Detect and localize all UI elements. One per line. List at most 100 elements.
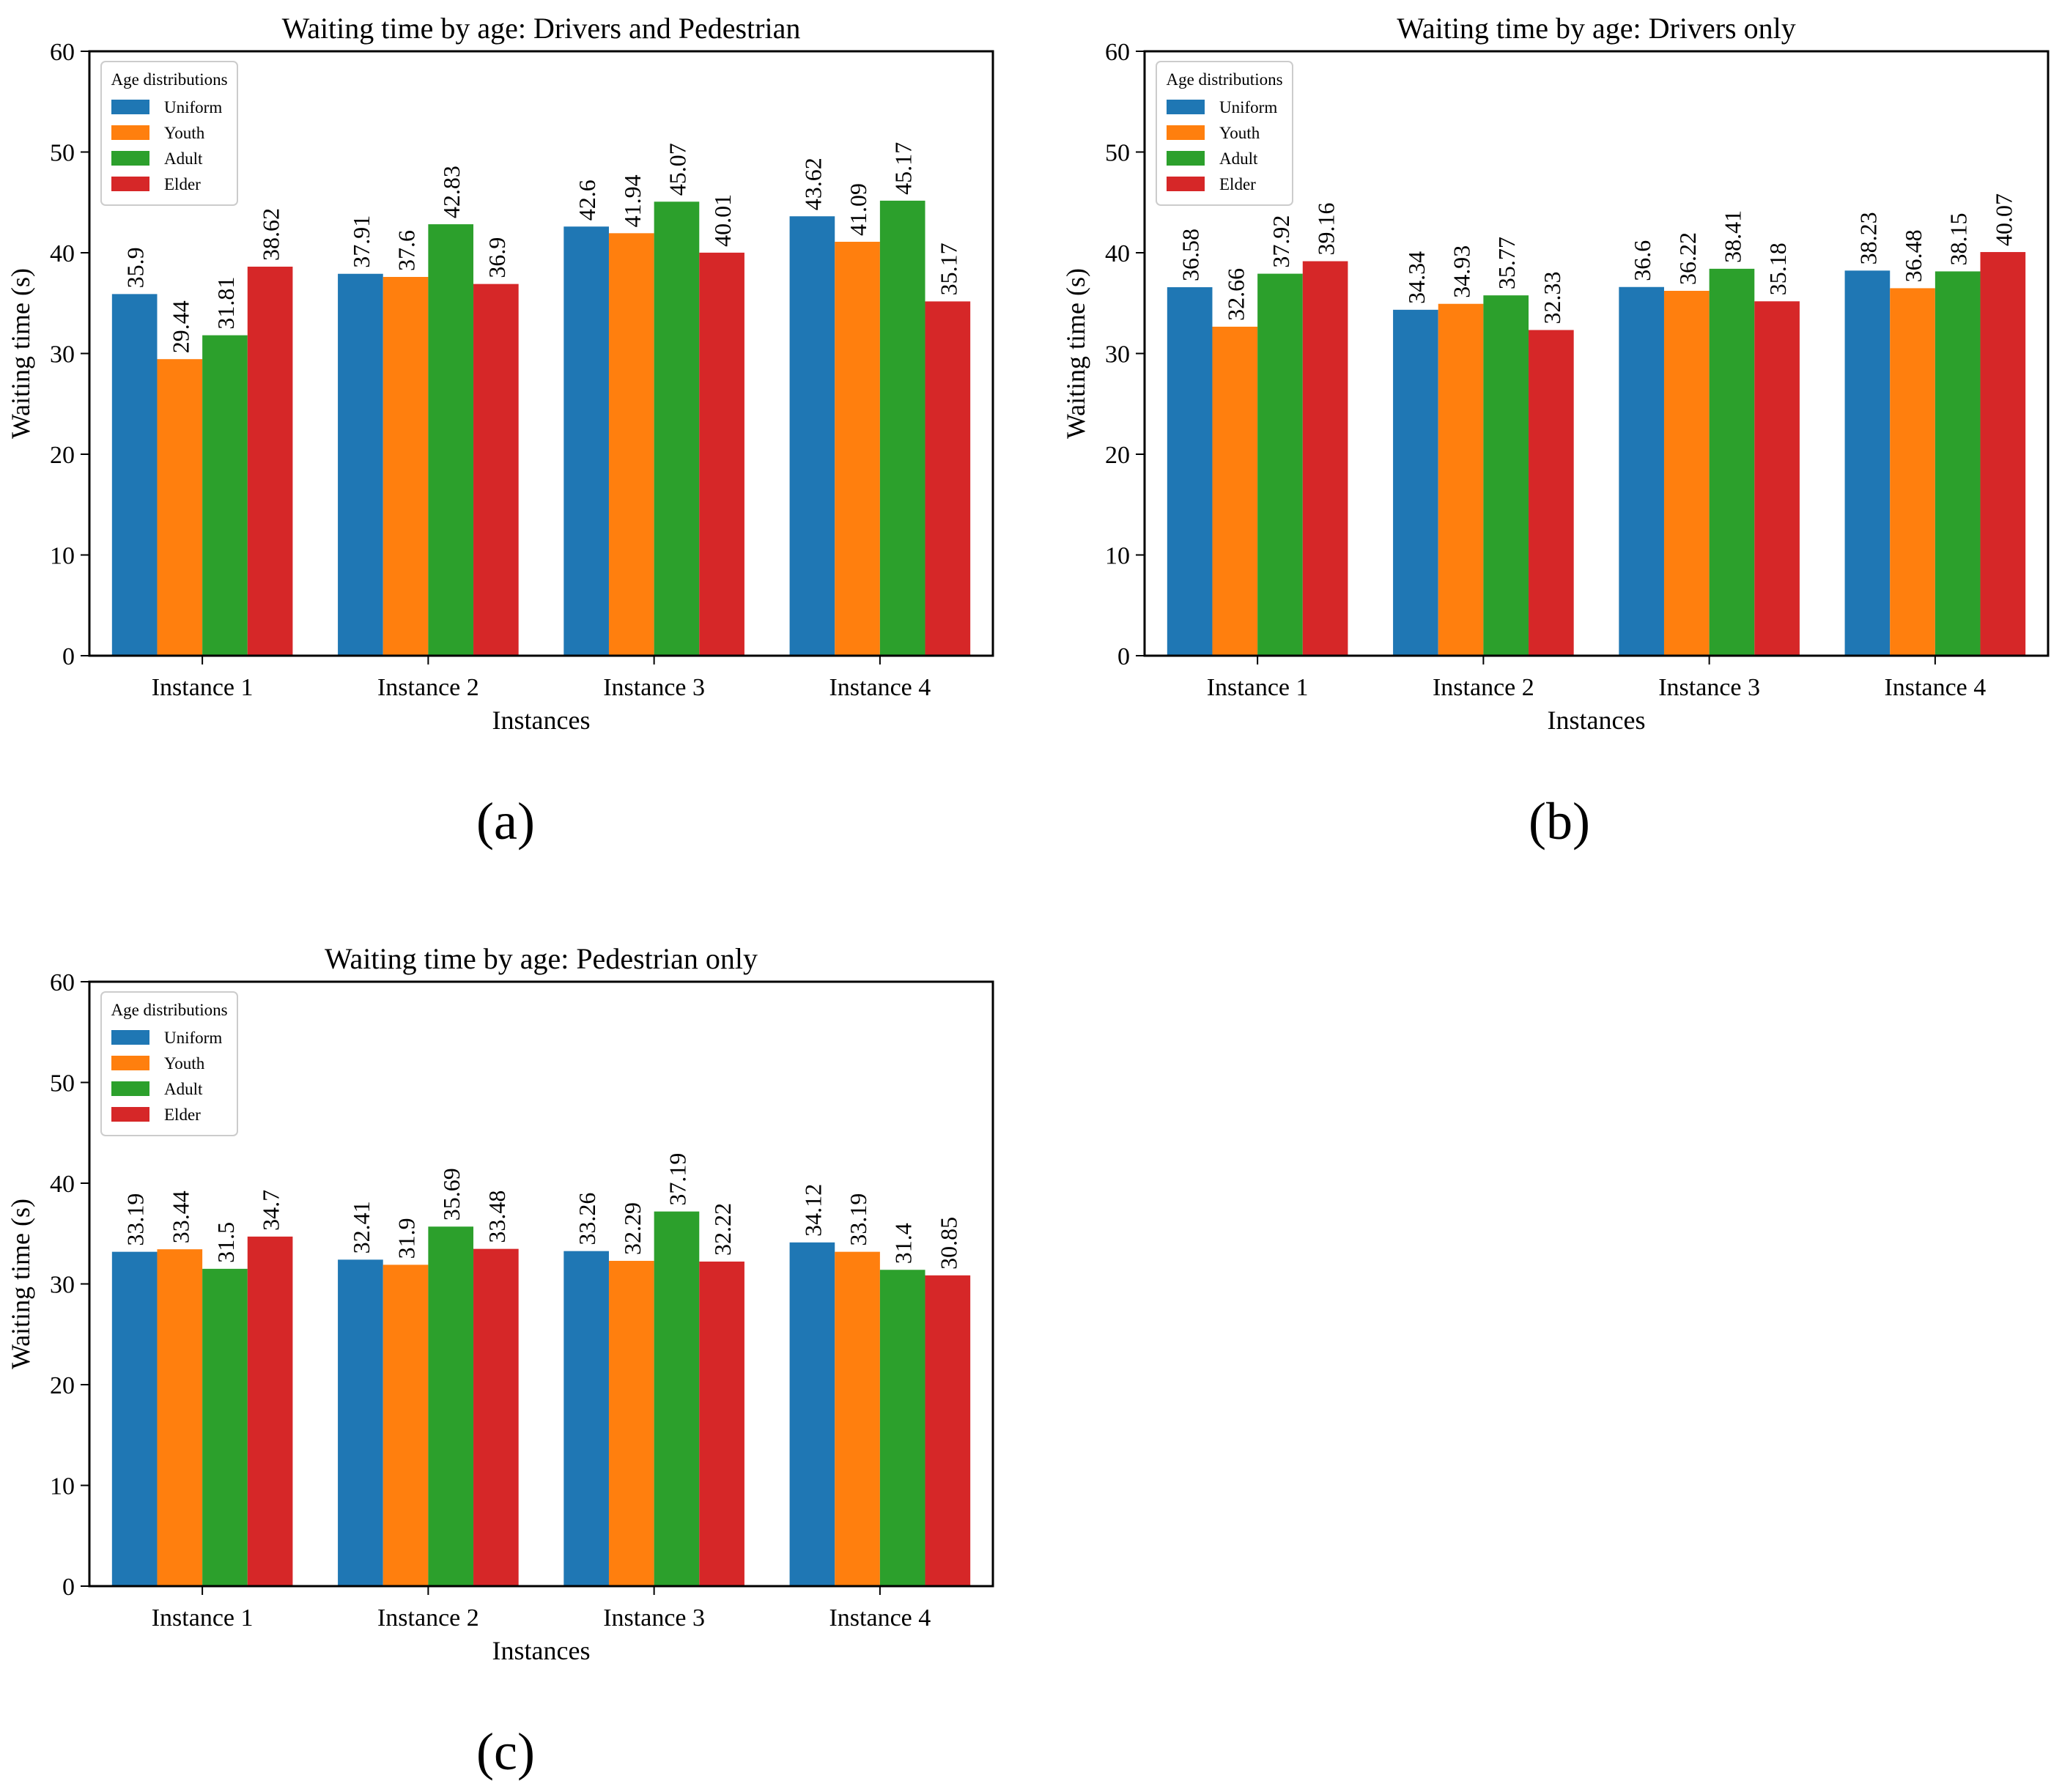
bar-uniform-3 xyxy=(563,226,609,656)
bar-adult-2 xyxy=(428,224,474,656)
legend-label-uniform: Uniform xyxy=(164,1029,222,1047)
y-tick-label: 10 xyxy=(1105,543,1130,570)
bar-youth-1 xyxy=(1212,326,1258,656)
y-tick-label: 20 xyxy=(1105,442,1130,469)
bar-value-label: 39.16 xyxy=(1313,203,1339,256)
bar-value-label: 36.6 xyxy=(1629,240,1655,281)
legend-swatch-youth xyxy=(111,125,149,140)
bar-elder-4 xyxy=(1980,252,2026,656)
panel-label: (a) xyxy=(476,792,535,851)
bar-value-label: 31.9 xyxy=(393,1218,420,1259)
legend: Age distributions Uniform Youth Adult Elder xyxy=(100,61,238,206)
chart-panel-a: Waiting time by age: Drivers and Pedestr… xyxy=(6,12,994,851)
bar-youth-1 xyxy=(157,359,203,656)
y-tick-label: 10 xyxy=(50,1473,75,1500)
y-axis-label: Waiting time (s) xyxy=(6,1199,35,1369)
x-axis-label: Instances xyxy=(492,706,591,735)
y-tick-label: 40 xyxy=(50,240,75,267)
y-tick-label: 50 xyxy=(50,140,75,167)
y-tick-label: 40 xyxy=(1105,240,1130,267)
bar-youth-3 xyxy=(608,233,654,656)
chart-title: Waiting time by age: Pedestrian only xyxy=(325,942,758,975)
legend-label-elder: Elder xyxy=(164,175,201,193)
bar-uniform-4 xyxy=(789,1242,835,1586)
bar-youth-2 xyxy=(383,277,429,656)
bar-uniform-1 xyxy=(111,1251,158,1586)
plot-frame xyxy=(88,980,994,1588)
bar-youth-4 xyxy=(835,1251,880,1586)
bar-value-label: 33.19 xyxy=(845,1193,871,1246)
x-tick-label: Instance 1 xyxy=(152,1604,254,1632)
bar-value-label: 35.69 xyxy=(438,1168,465,1221)
bar-adult-2 xyxy=(1483,295,1529,656)
bar-value-label: 37.19 xyxy=(664,1153,690,1206)
legend-label-adult: Adult xyxy=(164,1080,203,1098)
y-tick-label: 0 xyxy=(62,1574,75,1601)
y-tick-label: 60 xyxy=(1105,39,1130,66)
bar-adult-1 xyxy=(202,1268,248,1586)
legend-swatch-adult xyxy=(1167,151,1205,166)
bar-value-label: 31.5 xyxy=(213,1222,239,1263)
x-tick-label: Instance 3 xyxy=(603,1604,705,1632)
y-tick-label: 20 xyxy=(50,442,75,469)
chart-title: Waiting time by age: Drivers and Pedestr… xyxy=(282,12,801,45)
bar-value-label: 40.01 xyxy=(709,194,736,247)
bar-adult-1 xyxy=(1257,273,1303,656)
x-tick-label: Instance 1 xyxy=(1207,674,1309,701)
y-tick-label: 20 xyxy=(50,1372,75,1399)
legend-label-uniform: Uniform xyxy=(1219,98,1277,116)
legend-label-uniform: Uniform xyxy=(164,98,222,116)
bar-value-label: 41.09 xyxy=(845,183,871,236)
bar-uniform-4 xyxy=(1844,270,1891,656)
legend-label-adult: Adult xyxy=(1219,149,1258,168)
y-tick-label: 50 xyxy=(1105,140,1130,167)
x-axis-label: Instances xyxy=(492,1636,591,1665)
y-tick-label: 60 xyxy=(50,969,75,996)
bar-uniform-2 xyxy=(1393,309,1438,656)
bar-youth-2 xyxy=(383,1265,429,1586)
bar-uniform-3 xyxy=(1619,286,1664,656)
bar-value-label: 45.17 xyxy=(890,142,917,195)
bar-uniform-1 xyxy=(111,294,158,656)
bar-elder-1 xyxy=(1302,261,1348,656)
bar-youth-3 xyxy=(608,1261,654,1586)
bar-elder-4 xyxy=(925,301,971,656)
bar-value-label: 36.58 xyxy=(1178,229,1204,281)
bar-value-label: 33.26 xyxy=(574,1193,600,1245)
y-tick-label: 10 xyxy=(50,543,75,570)
bar-value-label: 38.23 xyxy=(1855,212,1881,264)
legend-label-youth: Youth xyxy=(164,124,205,142)
legend: Age distributions Uniform Youth Adult Elder xyxy=(1156,61,1293,206)
legend-swatch-elder xyxy=(1167,177,1205,191)
bar-value-label: 35.18 xyxy=(1764,242,1791,295)
bar-youth-4 xyxy=(1890,288,1935,656)
y-tick-label: 0 xyxy=(1117,643,1130,670)
bar-value-label: 29.44 xyxy=(167,300,193,353)
x-tick-label: Instance 4 xyxy=(829,674,931,701)
bar-value-label: 34.7 xyxy=(258,1190,284,1231)
x-tick-label: Instance 2 xyxy=(377,674,479,701)
bar-value-label: 32.41 xyxy=(348,1201,374,1254)
legend-title: Age distributions xyxy=(111,1001,227,1019)
legend-swatch-uniform xyxy=(111,100,149,114)
bar-elder-2 xyxy=(473,1248,519,1586)
x-tick-label: Instance 4 xyxy=(829,1604,931,1632)
bar-uniform-2 xyxy=(338,1259,383,1586)
legend-title: Age distributions xyxy=(1166,70,1282,89)
y-axis-label: Waiting time (s) xyxy=(1061,268,1090,439)
chart-panel-b: Waiting time by age: Drivers only 0 10 20 30… xyxy=(1061,12,2050,851)
bar-value-label: 32.33 xyxy=(1539,271,1565,324)
bar-value-label: 32.22 xyxy=(709,1203,736,1256)
legend-swatch-elder xyxy=(111,1107,149,1122)
bar-uniform-1 xyxy=(1167,287,1213,656)
bar-value-label: 38.41 xyxy=(1719,210,1745,263)
y-tick-label: 60 xyxy=(50,39,75,66)
bar-adult-4 xyxy=(879,1270,925,1586)
bar-value-label: 36.9 xyxy=(484,237,510,278)
bar-value-label: 42.6 xyxy=(574,179,600,221)
bar-adult-3 xyxy=(654,1211,700,1586)
x-tick-label: Instance 2 xyxy=(1433,674,1534,701)
bar-value-label: 36.48 xyxy=(1900,229,1926,282)
bar-elder-4 xyxy=(925,1275,971,1586)
y-tick-label: 30 xyxy=(50,1272,75,1299)
